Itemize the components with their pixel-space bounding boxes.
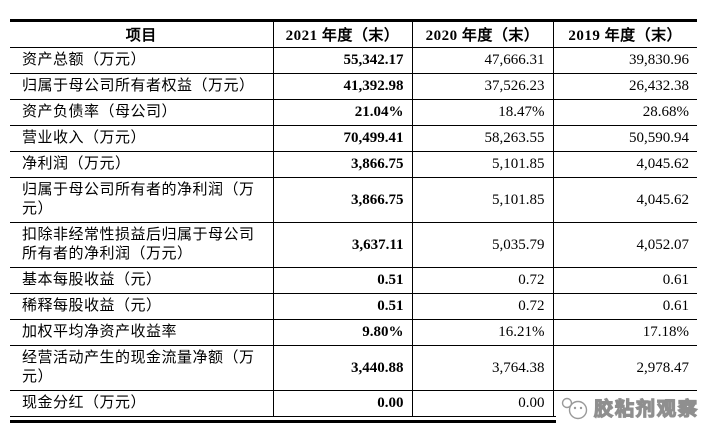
row-label-cell: 净利润（万元） <box>10 151 274 178</box>
row-label-cell: 归属于母公司所有者权益（万元） <box>10 73 274 100</box>
row-label-cell: 营业收入（万元） <box>10 125 274 152</box>
header-year-2019: 2019 年度（末） <box>553 20 697 48</box>
value-cell: 3,866.75 <box>273 177 413 223</box>
value-cell: 0.51 <box>273 293 413 320</box>
header-item-column: 项目 <box>10 20 274 48</box>
value-cell: 37,526.23 <box>412 73 554 100</box>
table-row: 营业收入（万元） 70,499.41 58,263.55 50,590.94 <box>10 125 697 152</box>
value-cell: 28.68% <box>553 99 697 126</box>
value-cell: 4,045.62 <box>553 151 697 178</box>
row-label-cell: 扣除非经常性损益后归属于母公司所有者的净利润（万元） <box>10 222 274 268</box>
table-row: 基本每股收益（元） 0.51 0.72 0.61 <box>10 267 697 294</box>
row-label-cell: 现金分红（万元） <box>10 390 274 417</box>
table-row: 现金分红（万元） 0.00 0.00 <box>10 390 697 417</box>
row-label-cell: 经营活动产生的现金流量净额（万元） <box>10 345 274 391</box>
value-cell: 21.04% <box>273 99 413 126</box>
value-cell: 3,764.38 <box>412 345 554 391</box>
financial-summary-table: 项目 2021 年度（末） 2020 年度（末） 2019 年度（末） 资产总额… <box>10 19 697 423</box>
value-cell: 5,101.85 <box>412 151 554 178</box>
row-label-cell: 加权平均净资产收益率 <box>10 319 274 346</box>
value-cell: 70,499.41 <box>273 125 413 152</box>
table-row: 资产总额（万元） 55,342.17 47,666.31 39,830.96 <box>10 47 697 74</box>
table-bottom-rule <box>10 417 697 423</box>
table-row: 经营活动产生的现金流量净额（万元） 3,440.88 3,764.38 2,978.4… <box>10 345 697 391</box>
row-label-cell: 基本每股收益（元） <box>10 267 274 294</box>
data-table: 项目 2021 年度（末） 2020 年度（末） 2019 年度（末） 资产总额… <box>10 19 697 417</box>
row-label-cell: 资产负债率（母公司） <box>10 99 274 126</box>
value-cell: 5,101.85 <box>412 177 554 223</box>
value-cell: 26,432.38 <box>553 73 697 100</box>
row-label-cell: 资产总额（万元） <box>10 47 274 74</box>
value-cell: 16.21% <box>412 319 554 346</box>
value-cell: 3,440.88 <box>273 345 413 391</box>
value-cell: 0.00 <box>273 390 413 417</box>
value-cell: 0.51 <box>273 267 413 294</box>
value-cell: 2,978.47 <box>553 345 697 391</box>
value-cell: 3,637.11 <box>273 222 413 268</box>
value-cell: 17.18% <box>553 319 697 346</box>
header-year-2021: 2021 年度（末） <box>273 20 413 48</box>
table-row: 加权平均净资产收益率 9.80% 16.21% 17.18% <box>10 319 697 346</box>
value-cell: 18.47% <box>412 99 554 126</box>
row-label-cell: 归属于母公司所有者的净利润（万元） <box>10 177 274 223</box>
value-cell: 41,392.98 <box>273 73 413 100</box>
value-cell: 3,866.75 <box>273 151 413 178</box>
value-cell: 50,590.94 <box>553 125 697 152</box>
value-cell: 0.61 <box>553 293 697 320</box>
value-cell: 0.61 <box>553 267 697 294</box>
row-label-cell: 稀释每股收益（元） <box>10 293 274 320</box>
table-row: 归属于母公司所有者权益（万元） 41,392.98 37,526.23 26,432.… <box>10 73 697 100</box>
value-cell: 4,052.07 <box>553 222 697 268</box>
value-cell: 4,045.62 <box>553 177 697 223</box>
table-header-row: 项目 2021 年度（末） 2020 年度（末） 2019 年度（末） <box>10 20 697 48</box>
value-cell: 47,666.31 <box>412 47 554 74</box>
table-row: 扣除非经常性损益后归属于母公司所有者的净利润（万元） 3,637.11 5,035.… <box>10 222 697 268</box>
value-cell: 0.72 <box>412 267 554 294</box>
value-cell: 0.72 <box>412 293 554 320</box>
value-cell: 0.00 <box>412 390 554 417</box>
table-row: 稀释每股收益（元） 0.51 0.72 0.61 <box>10 293 697 320</box>
value-cell: 5,035.79 <box>412 222 554 268</box>
value-cell: 55,342.17 <box>273 47 413 74</box>
table-row: 净利润（万元） 3,866.75 5,101.85 4,045.62 <box>10 151 697 178</box>
value-cell: 39,830.96 <box>553 47 697 74</box>
table-row: 资产负债率（母公司） 21.04% 18.47% 28.68% <box>10 99 697 126</box>
header-year-2020: 2020 年度（末） <box>412 20 554 48</box>
value-cell <box>553 390 697 417</box>
table-row: 归属于母公司所有者的净利润（万元） 3,866.75 5,101.85 4,045.6… <box>10 177 697 223</box>
value-cell: 9.80% <box>273 319 413 346</box>
value-cell: 58,263.55 <box>412 125 554 152</box>
